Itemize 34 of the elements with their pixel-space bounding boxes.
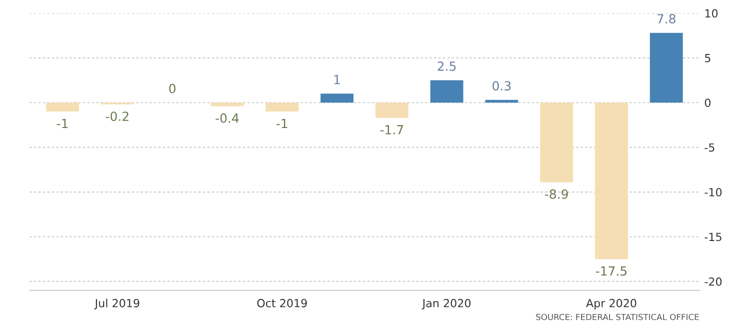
data-label: 2.5: [438, 61, 456, 71]
bar: [595, 102, 628, 260]
data-label: -1.7: [380, 125, 404, 134]
data-label: -17.5: [596, 266, 627, 276]
bar: [210, 102, 244, 106]
data-label: 7.8: [657, 14, 676, 24]
y-tick-label: -20: [704, 277, 722, 286]
y-tick-label: -10: [704, 188, 722, 196]
x-tick-label: Jan 2020: [422, 298, 471, 310]
x-tick-label: Jul 2019: [94, 298, 140, 310]
bar: [485, 100, 518, 103]
x-tick-label: Oct 2019: [257, 298, 307, 308]
data-label: -0.2: [106, 112, 128, 122]
data-label: -8.9: [544, 189, 568, 199]
source-note: SOURCE: FEDERAL STATISTICAL OFFICE: [536, 314, 699, 320]
data-label: 0: [169, 84, 176, 94]
y-tick-label: 0: [704, 98, 710, 107]
bar: [46, 102, 80, 112]
bar: [540, 102, 574, 182]
y-tick-label: -5: [704, 143, 714, 152]
y-tick-label: 10: [705, 9, 718, 18]
data-label: -0.4: [216, 113, 239, 123]
bar: [650, 32, 683, 103]
bar: [375, 102, 408, 118]
bar: [320, 94, 354, 103]
y-tick-label: 5: [705, 54, 710, 62]
data-label: -1: [56, 118, 68, 128]
bar: [266, 102, 299, 112]
bar: [430, 80, 464, 103]
data-label: 1: [334, 75, 340, 84]
y-tick-label: -15: [704, 232, 722, 242]
data-label: 0.3: [492, 81, 511, 91]
x-tick-label: Apr 2020: [586, 298, 636, 310]
data-label: -1: [276, 118, 288, 128]
